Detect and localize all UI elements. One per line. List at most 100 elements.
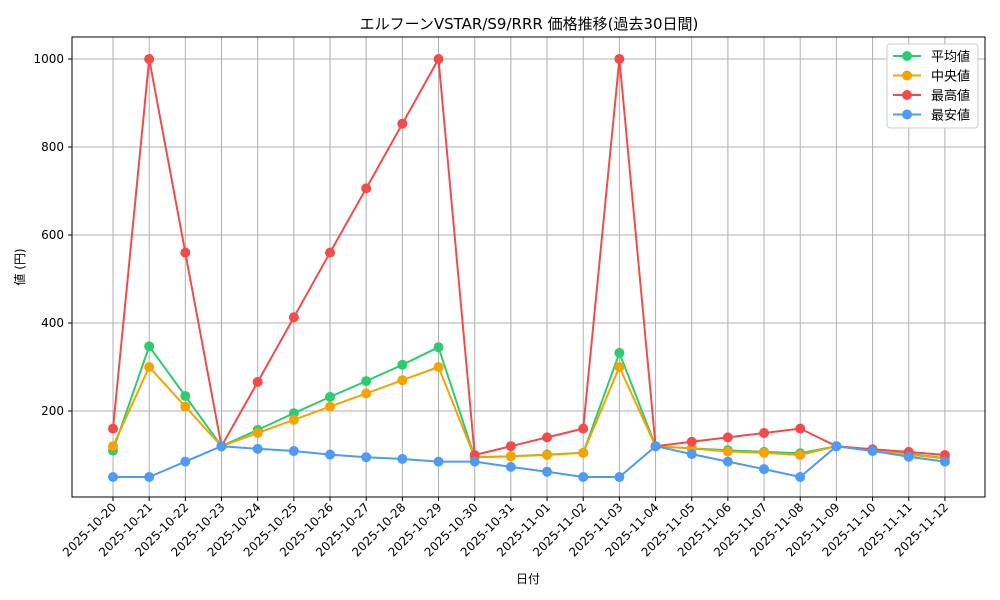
data-point — [722, 432, 733, 443]
data-point — [867, 446, 878, 457]
data-point — [542, 466, 553, 477]
data-point — [578, 472, 589, 482]
data-point — [686, 449, 697, 460]
data-point — [614, 54, 625, 64]
data-point — [325, 247, 336, 258]
plot-frame — [71, 36, 986, 498]
series-3 — [108, 441, 950, 482]
data-point — [686, 436, 697, 447]
data-point — [361, 183, 372, 194]
data-point — [795, 423, 806, 434]
data-point — [469, 456, 480, 467]
data-point — [505, 441, 516, 452]
legend-label: 最安値 — [931, 108, 970, 124]
y-axis: 200 400 600 800 1000 — [33, 52, 72, 418]
data-point — [831, 441, 842, 452]
series-2 — [108, 54, 950, 460]
y-tick-label: 1000 — [33, 52, 64, 66]
data-point — [180, 247, 191, 258]
data-point — [939, 456, 950, 467]
data-point — [144, 362, 155, 372]
data-point — [144, 341, 155, 352]
data-point — [108, 423, 118, 434]
legend-item: 最安値 — [893, 108, 970, 124]
legend-label: 最高値 — [931, 88, 970, 104]
y-tick-label: 800 — [41, 140, 64, 154]
data-point — [144, 54, 155, 64]
data-point — [759, 447, 770, 458]
legend-marker-icon — [902, 90, 912, 100]
data-point — [252, 376, 263, 387]
legend-marker-icon — [902, 70, 912, 81]
data-point — [759, 464, 770, 475]
data-point — [542, 432, 553, 443]
data-point — [614, 362, 625, 372]
legend-label: 平均値 — [931, 49, 970, 65]
data-point — [361, 452, 372, 463]
data-point — [397, 359, 408, 370]
legend-item: 平均値 — [893, 49, 970, 65]
data-point — [542, 450, 553, 460]
data-point — [252, 443, 263, 454]
data-point — [505, 451, 516, 462]
data-point — [795, 450, 806, 460]
data-point — [252, 428, 263, 438]
data-point — [288, 414, 299, 425]
data-point — [180, 391, 191, 402]
data-point — [722, 456, 733, 467]
y-axis-label: 値 (円) — [12, 248, 27, 285]
series-line — [112, 366, 946, 460]
data-point — [578, 447, 589, 458]
chart-title: エルフーンVSTAR/S9/RRR 価格推移(過去30日間) — [360, 15, 699, 33]
data-point — [325, 401, 336, 412]
legend-marker-icon — [902, 109, 912, 120]
y-tick-label: 400 — [41, 316, 64, 330]
data-point — [397, 118, 408, 129]
grid-lines — [72, 37, 985, 497]
data-point — [108, 472, 118, 482]
legend-item: 最高値 — [893, 88, 970, 104]
series-line — [112, 58, 945, 456]
data-point — [614, 347, 625, 358]
series-layer — [108, 54, 950, 482]
data-point — [722, 446, 733, 457]
legend-marker-icon — [902, 51, 912, 61]
data-point — [216, 441, 227, 452]
data-point — [325, 391, 336, 402]
data-point — [433, 342, 444, 353]
legend-box — [886, 43, 979, 129]
data-point — [650, 441, 661, 452]
data-point — [180, 401, 191, 412]
data-point — [288, 312, 299, 323]
data-point — [795, 472, 806, 482]
data-point — [903, 451, 914, 462]
data-point — [288, 446, 299, 457]
series-1 — [108, 362, 950, 464]
data-point — [361, 388, 372, 399]
y-tick-label: 600 — [41, 228, 64, 242]
y-tick-label: 200 — [41, 404, 64, 418]
data-point — [397, 453, 408, 464]
data-point — [325, 449, 336, 460]
x-axis: 2025-10-202025-10-212025-10-222025-10-23… — [60, 497, 951, 559]
data-point — [578, 423, 589, 434]
data-point — [433, 456, 444, 467]
data-point — [433, 362, 444, 372]
data-point — [759, 428, 770, 438]
legend-item: 中央値 — [893, 69, 970, 85]
data-point — [361, 376, 372, 387]
data-point — [397, 375, 408, 386]
data-point — [180, 456, 191, 467]
x-axis-label: 日付 — [516, 572, 540, 586]
data-point — [108, 441, 118, 452]
data-point — [505, 461, 516, 472]
data-point — [614, 472, 625, 482]
data-point — [433, 54, 444, 64]
data-point — [144, 472, 155, 482]
series-line — [113, 445, 946, 478]
legend-label: 中央値 — [931, 69, 970, 85]
series-0 — [108, 341, 950, 464]
